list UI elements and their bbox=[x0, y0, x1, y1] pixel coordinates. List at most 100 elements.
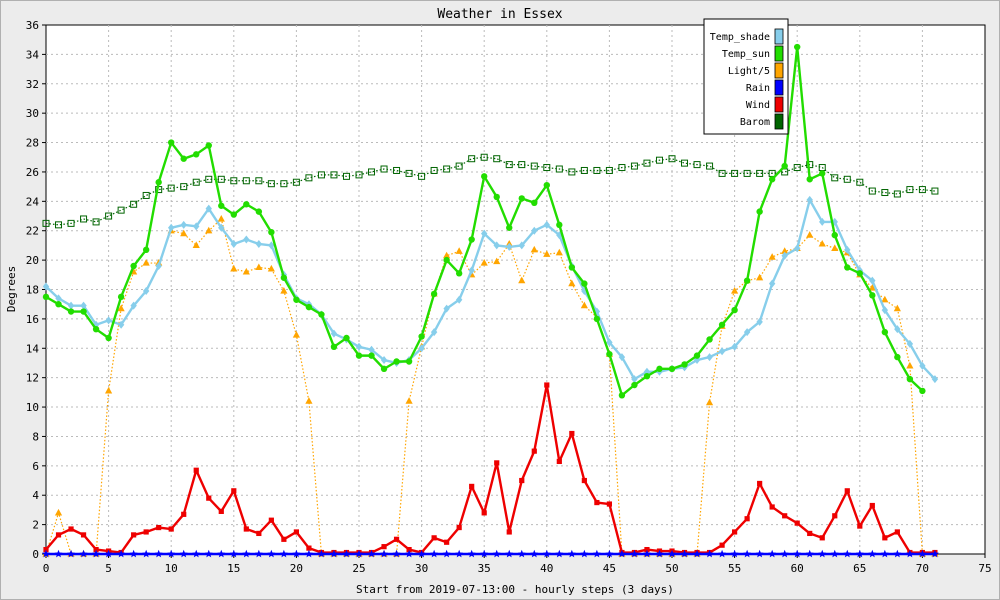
data-point-light-5 bbox=[881, 295, 889, 303]
data-point-temp-sun bbox=[869, 292, 876, 299]
data-point-temp-sun bbox=[380, 365, 388, 373]
data-point-wind bbox=[494, 460, 500, 466]
data-point-temp-shade bbox=[105, 316, 112, 325]
x-tick-label: 75 bbox=[978, 562, 991, 575]
data-point-rain bbox=[705, 549, 714, 558]
data-point-light-5 bbox=[480, 259, 488, 266]
data-point-wind bbox=[807, 530, 813, 537]
data-point-temp-shade bbox=[142, 286, 150, 295]
data-point-barom bbox=[55, 221, 63, 229]
data-point-wind bbox=[206, 495, 212, 501]
data-point-light-5 bbox=[756, 273, 764, 281]
data-point-temp-sun bbox=[493, 193, 500, 201]
data-point-rain bbox=[254, 549, 263, 558]
data-point-wind bbox=[444, 539, 450, 545]
legend-label-temp-shade: Temp_shade bbox=[710, 32, 770, 43]
data-point-temp-shade bbox=[556, 231, 563, 240]
data-point-temp-sun bbox=[468, 236, 475, 243]
data-point-barom bbox=[42, 219, 50, 227]
x-tick-label: 45 bbox=[603, 562, 616, 575]
data-point-wind bbox=[832, 513, 838, 519]
data-point-temp-shade bbox=[430, 328, 438, 337]
x-tick-label: 40 bbox=[540, 562, 553, 575]
data-point-temp-shade bbox=[455, 295, 463, 304]
data-point-light-5 bbox=[705, 398, 714, 406]
grid-lines bbox=[46, 25, 985, 554]
series-rain bbox=[42, 549, 939, 558]
data-point-rain bbox=[530, 549, 539, 558]
data-point-wind bbox=[218, 508, 224, 514]
data-point-light-5 bbox=[267, 264, 275, 272]
data-point-barom bbox=[280, 180, 288, 188]
data-point-temp-shade bbox=[42, 282, 50, 291]
data-point-temp-shade bbox=[706, 353, 713, 362]
data-point-barom bbox=[405, 169, 413, 177]
legend: Temp_shade Temp_sun Light/5 Rain Wind Barom bbox=[703, 18, 789, 135]
data-point-temp-sun bbox=[756, 208, 763, 215]
data-point-wind bbox=[293, 529, 299, 535]
y-tick-label: 24 bbox=[26, 195, 40, 208]
data-point-barom bbox=[443, 165, 451, 173]
data-point-temp-sun bbox=[781, 162, 788, 170]
data-point-temp-sun bbox=[155, 179, 162, 186]
data-point-temp-sun bbox=[581, 280, 588, 287]
x-tick-label: 5 bbox=[105, 562, 112, 575]
data-point-temp-sun bbox=[180, 155, 187, 162]
data-point-barom bbox=[543, 164, 551, 172]
data-point-rain bbox=[905, 549, 914, 558]
data-point-wind bbox=[857, 523, 863, 529]
data-point-temp-shade bbox=[731, 342, 738, 351]
y-tick-label: 22 bbox=[26, 225, 39, 238]
data-point-temp-sun bbox=[305, 303, 313, 311]
data-point-barom bbox=[380, 165, 388, 173]
data-point-temp-shade bbox=[468, 266, 475, 275]
data-point-wind bbox=[606, 501, 612, 507]
data-point-light-5 bbox=[493, 257, 501, 265]
data-point-rain bbox=[480, 549, 489, 558]
legend-swatch-temp-sun bbox=[774, 45, 784, 62]
data-point-rain bbox=[204, 549, 213, 558]
data-point-rain bbox=[79, 549, 88, 558]
data-point-temp-shade bbox=[230, 239, 237, 248]
data-point-temp-sun bbox=[706, 336, 713, 343]
data-point-temp-sun bbox=[168, 139, 175, 146]
data-point-rain bbox=[730, 549, 739, 558]
data-point-rain bbox=[880, 549, 889, 558]
data-point-temp-sun bbox=[205, 142, 212, 149]
data-point-temp-shade bbox=[268, 241, 275, 250]
data-point-light-5 bbox=[543, 250, 551, 257]
data-point-rain bbox=[442, 549, 451, 558]
axis-ticks: 0 5 10 15 20 25 30 35 40 45 50 55 60 65 70 750246810121… bbox=[26, 19, 992, 575]
data-point-temp-shade bbox=[80, 301, 87, 310]
data-point-temp-sun bbox=[418, 333, 425, 340]
data-point-wind bbox=[894, 529, 900, 535]
data-point-light-5 bbox=[192, 241, 200, 249]
data-point-barom bbox=[117, 206, 125, 214]
data-point-rain bbox=[893, 549, 902, 558]
data-point-temp-sun bbox=[142, 246, 150, 254]
data-point-temp-shade bbox=[768, 279, 776, 288]
data-point-temp-sun bbox=[906, 375, 914, 383]
data-point-temp-sun bbox=[606, 350, 613, 358]
data-point-wind bbox=[769, 504, 775, 510]
data-point-light-5 bbox=[781, 247, 789, 254]
data-point-temp-shade bbox=[543, 220, 550, 229]
data-point-barom bbox=[906, 186, 914, 194]
data-point-barom bbox=[305, 174, 313, 182]
data-point-barom bbox=[530, 162, 538, 170]
data-point-temp-sun bbox=[42, 293, 50, 301]
y-tick-label: 0 bbox=[32, 548, 39, 561]
data-point-wind bbox=[506, 529, 512, 535]
data-point-light-5 bbox=[818, 239, 826, 247]
data-point-temp-sun bbox=[806, 176, 813, 183]
x-tick-label: 10 bbox=[165, 562, 178, 575]
data-point-temp-shade bbox=[919, 361, 926, 370]
data-point-temp-sun bbox=[856, 270, 863, 277]
data-point-temp-sun bbox=[193, 151, 200, 158]
y-tick-label: 14 bbox=[26, 342, 40, 355]
data-point-wind bbox=[231, 488, 237, 494]
data-point-temp-shade bbox=[380, 356, 388, 365]
data-point-wind bbox=[744, 516, 750, 522]
data-point-barom bbox=[217, 175, 225, 183]
data-point-rain bbox=[580, 549, 589, 558]
